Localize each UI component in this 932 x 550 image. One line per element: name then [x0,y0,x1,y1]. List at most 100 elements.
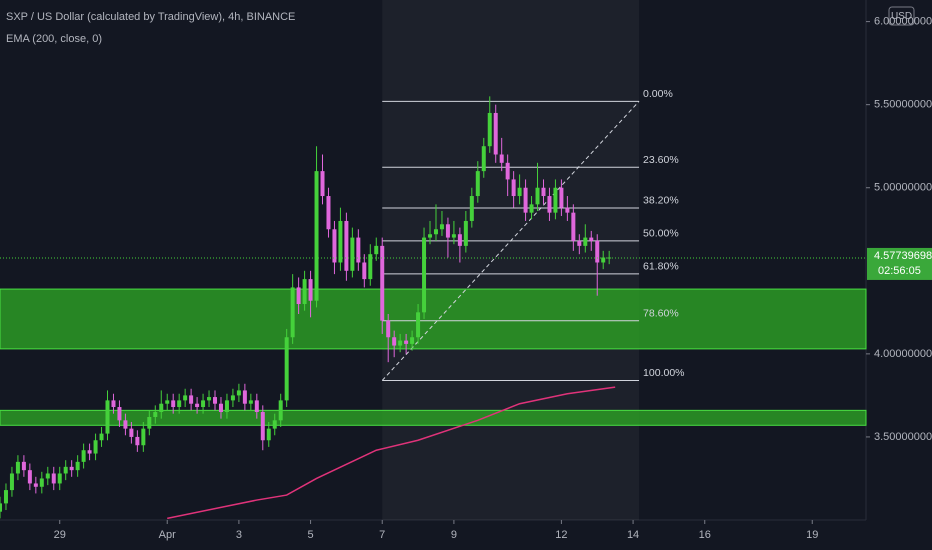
candle-body [87,450,92,454]
y-tick-label: 4.00000000 [874,348,932,360]
candle-body [499,154,504,163]
candle-body [195,403,200,408]
candle-body [75,461,80,471]
candle-body [517,187,522,197]
fib-label: 38.20% [643,195,679,207]
fib-label: 50.00% [643,228,679,240]
candle-body [177,400,182,408]
candle-body [392,337,397,346]
candle-body [224,400,229,413]
candle-body [171,400,176,408]
candle-body [314,171,319,301]
candle-body [141,428,146,446]
candle-body [236,390,241,396]
candle-body [33,483,38,487]
x-tick-label: 7 [379,529,385,541]
candle-body [129,428,134,437]
candle-body [529,204,534,213]
candle-body [296,287,301,305]
candle-body [69,466,74,471]
candle-body [135,436,140,446]
candle-body [3,490,8,504]
candle-body [99,433,104,441]
candle-body [356,237,361,263]
candle-body [153,412,158,417]
candle-body [595,240,600,263]
candle-body [571,212,576,241]
candle-body [15,461,20,474]
candle-body [469,196,474,221]
currency-badge[interactable] [888,6,915,26]
fib-label: 100.00% [643,367,684,379]
candle-body [535,187,540,205]
candle-body [445,224,450,238]
candle-body [332,229,337,263]
candle-body [601,257,606,263]
candle-body [218,403,223,413]
candle-body [439,224,444,230]
candle-body [27,470,32,484]
y-tick-label: 3.50000000 [874,431,932,443]
candle-body [338,220,343,263]
candle-body [254,400,259,413]
candle-body [505,162,510,180]
candle-body [428,234,433,238]
candle-body [559,187,564,208]
candle-body [320,171,325,197]
x-tick-label: Apr [159,529,176,541]
candle-body [541,187,546,197]
candle-body [386,320,391,338]
candle-body [368,254,373,280]
candle-body [583,237,588,246]
candle-body [290,287,295,338]
plot-area [0,0,867,520]
candle-body [326,196,331,230]
candle-body [475,171,480,197]
candle-body [147,416,152,429]
support-zone [0,409,867,426]
fib-label: 0.00% [643,88,673,100]
candle-body [416,312,421,338]
x-tick-label: 12 [555,529,567,541]
candle-body [284,337,289,401]
x-tick-label: 3 [236,529,242,541]
y-tick-label: 6.00000000 [874,16,932,28]
candle-body [159,403,164,413]
candle-body [93,440,98,454]
candle-body [589,237,594,241]
candle-body [553,187,558,213]
candle-body [183,395,188,401]
y-tick-label: 5.00000000 [874,182,932,194]
candle-body [213,397,218,404]
candle-body [362,262,367,280]
candle-body [451,234,456,238]
fib-background [382,0,640,520]
x-tick-label: 19 [806,529,818,541]
candle-body [207,397,212,401]
candle-body [189,395,194,404]
fib-label: 23.60% [643,154,679,166]
x-tick-label: 14 [627,529,639,541]
candle-body [410,337,415,344]
fib-label: 61.80% [643,261,679,273]
candle-body [248,400,253,404]
candle-body [380,245,385,321]
support-zone [0,288,867,350]
candle-body [201,400,206,408]
candle-body [308,279,313,301]
fib-trend-line [381,101,640,381]
x-tick-label: 16 [699,529,711,541]
indicator-legend: EMA (200, close, 0) [6,33,102,45]
candle-body [123,420,128,429]
candle-body [9,473,14,491]
candle-body [260,412,265,441]
currency-label[interactable]: USD [891,11,912,22]
candle-body [344,220,349,271]
candle-body [117,407,122,421]
candle-body [230,395,235,401]
candle-body [57,473,62,484]
candle-body [487,112,492,147]
candle-body [63,466,68,474]
last-price-label: 4.57739698 [874,250,932,262]
